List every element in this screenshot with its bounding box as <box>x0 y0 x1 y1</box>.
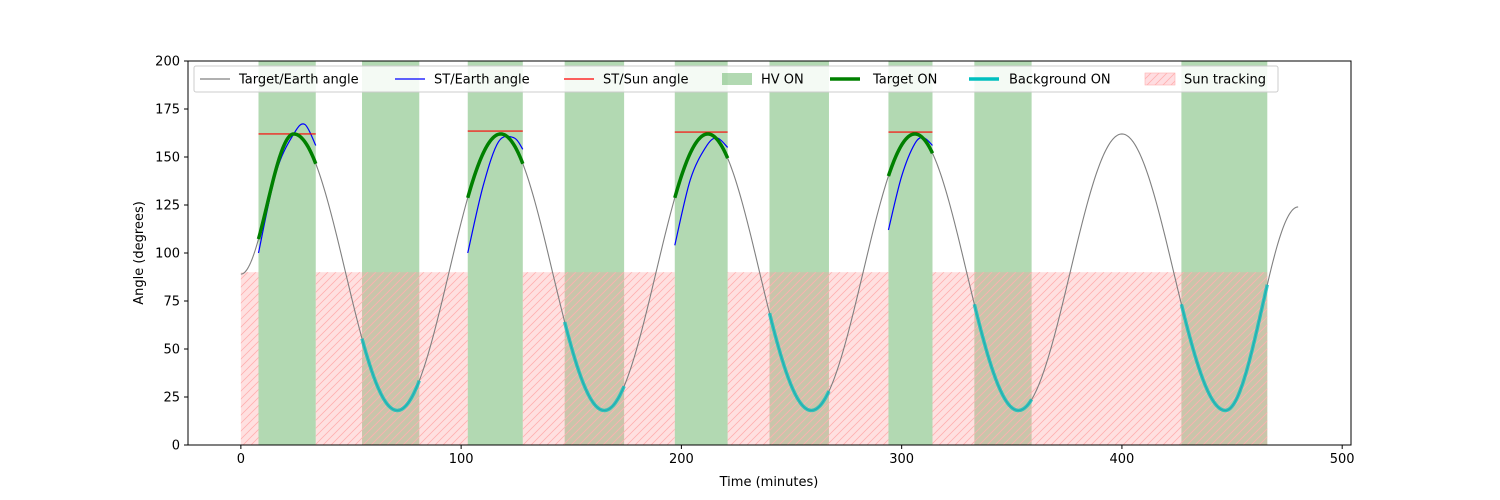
series-target-on-segment <box>673 132 730 199</box>
series-target-on-segment <box>256 132 318 240</box>
legend-swatch-sun-tracking-hatch <box>1145 73 1175 85</box>
legend-label-sun-tracking: Sun tracking <box>1184 73 1266 88</box>
y-tick-label: 200 <box>155 55 180 70</box>
series-st-earth-angle-segment <box>887 137 933 231</box>
legend-box <box>193 65 1279 93</box>
series-lines <box>240 123 1299 413</box>
y-tick-label: 25 <box>163 391 180 406</box>
y-tick-label: 0 <box>172 439 180 454</box>
series-st-earth-angle-segment <box>467 135 524 254</box>
legend-label-background-on: Background ON <box>1009 73 1111 88</box>
y-axis-label: Angle (degrees) <box>132 201 147 305</box>
y-tick-label: 150 <box>155 151 180 166</box>
x-tick-label: 0 <box>237 452 245 467</box>
hv-on-span <box>467 61 523 445</box>
sun-tracking-hatch <box>932 272 1268 445</box>
x-axis-ticks: 0 100 200 300 400 500 <box>237 445 1355 467</box>
x-tick-label: 300 <box>889 452 914 467</box>
series-st-earth-angle-segment <box>674 137 729 246</box>
series-background-on-segment <box>1179 284 1270 413</box>
x-tick-label: 100 <box>449 452 474 467</box>
x-tick-label: 200 <box>669 452 694 467</box>
x-tick-label: 500 <box>1330 452 1355 467</box>
legend-label-st-sun: ST/Sun angle <box>603 73 689 88</box>
legend-label-st-earth: ST/Earth angle <box>434 73 530 88</box>
y-tick-label: 75 <box>163 295 180 310</box>
series-target-on-segment <box>886 132 935 177</box>
y-tick-label: 125 <box>155 199 180 214</box>
legend-label-hv-on: HV ON <box>761 73 804 88</box>
y-tick-label: 100 <box>155 247 180 262</box>
x-axis-label: Time (minutes) <box>719 475 819 490</box>
y-tick-label: 50 <box>163 343 180 358</box>
series-background-on-segment <box>972 303 1034 413</box>
sun-tracking-hatch <box>240 272 259 445</box>
legend-label-target-on: Target ON <box>872 73 937 88</box>
hv-on-span <box>258 61 316 445</box>
sun-tracking-hatch <box>315 272 468 445</box>
x-tick-label: 400 <box>1110 452 1135 467</box>
sun-tracking-hatch <box>522 272 675 445</box>
legend: Target/Earth angle ST/Earth angle ST/Sun… <box>193 65 1279 93</box>
y-tick-label: 175 <box>155 103 180 118</box>
y-axis-ticks: 0 25 50 75 100 125 150 175 200 <box>155 55 188 454</box>
hv-on-span <box>888 61 933 445</box>
hv-on-span <box>674 61 728 445</box>
sun-tracking-hatch <box>727 272 889 445</box>
series-background-on-segment <box>360 338 421 413</box>
legend-swatch-hv-on <box>722 73 752 85</box>
series-background-on-segment <box>767 312 831 413</box>
series-background-on-segment <box>562 321 626 413</box>
series-target-on-segment <box>466 132 525 199</box>
sun-tracking-spans <box>240 272 1268 445</box>
legend-label-target-earth: Target/Earth angle <box>238 73 359 88</box>
